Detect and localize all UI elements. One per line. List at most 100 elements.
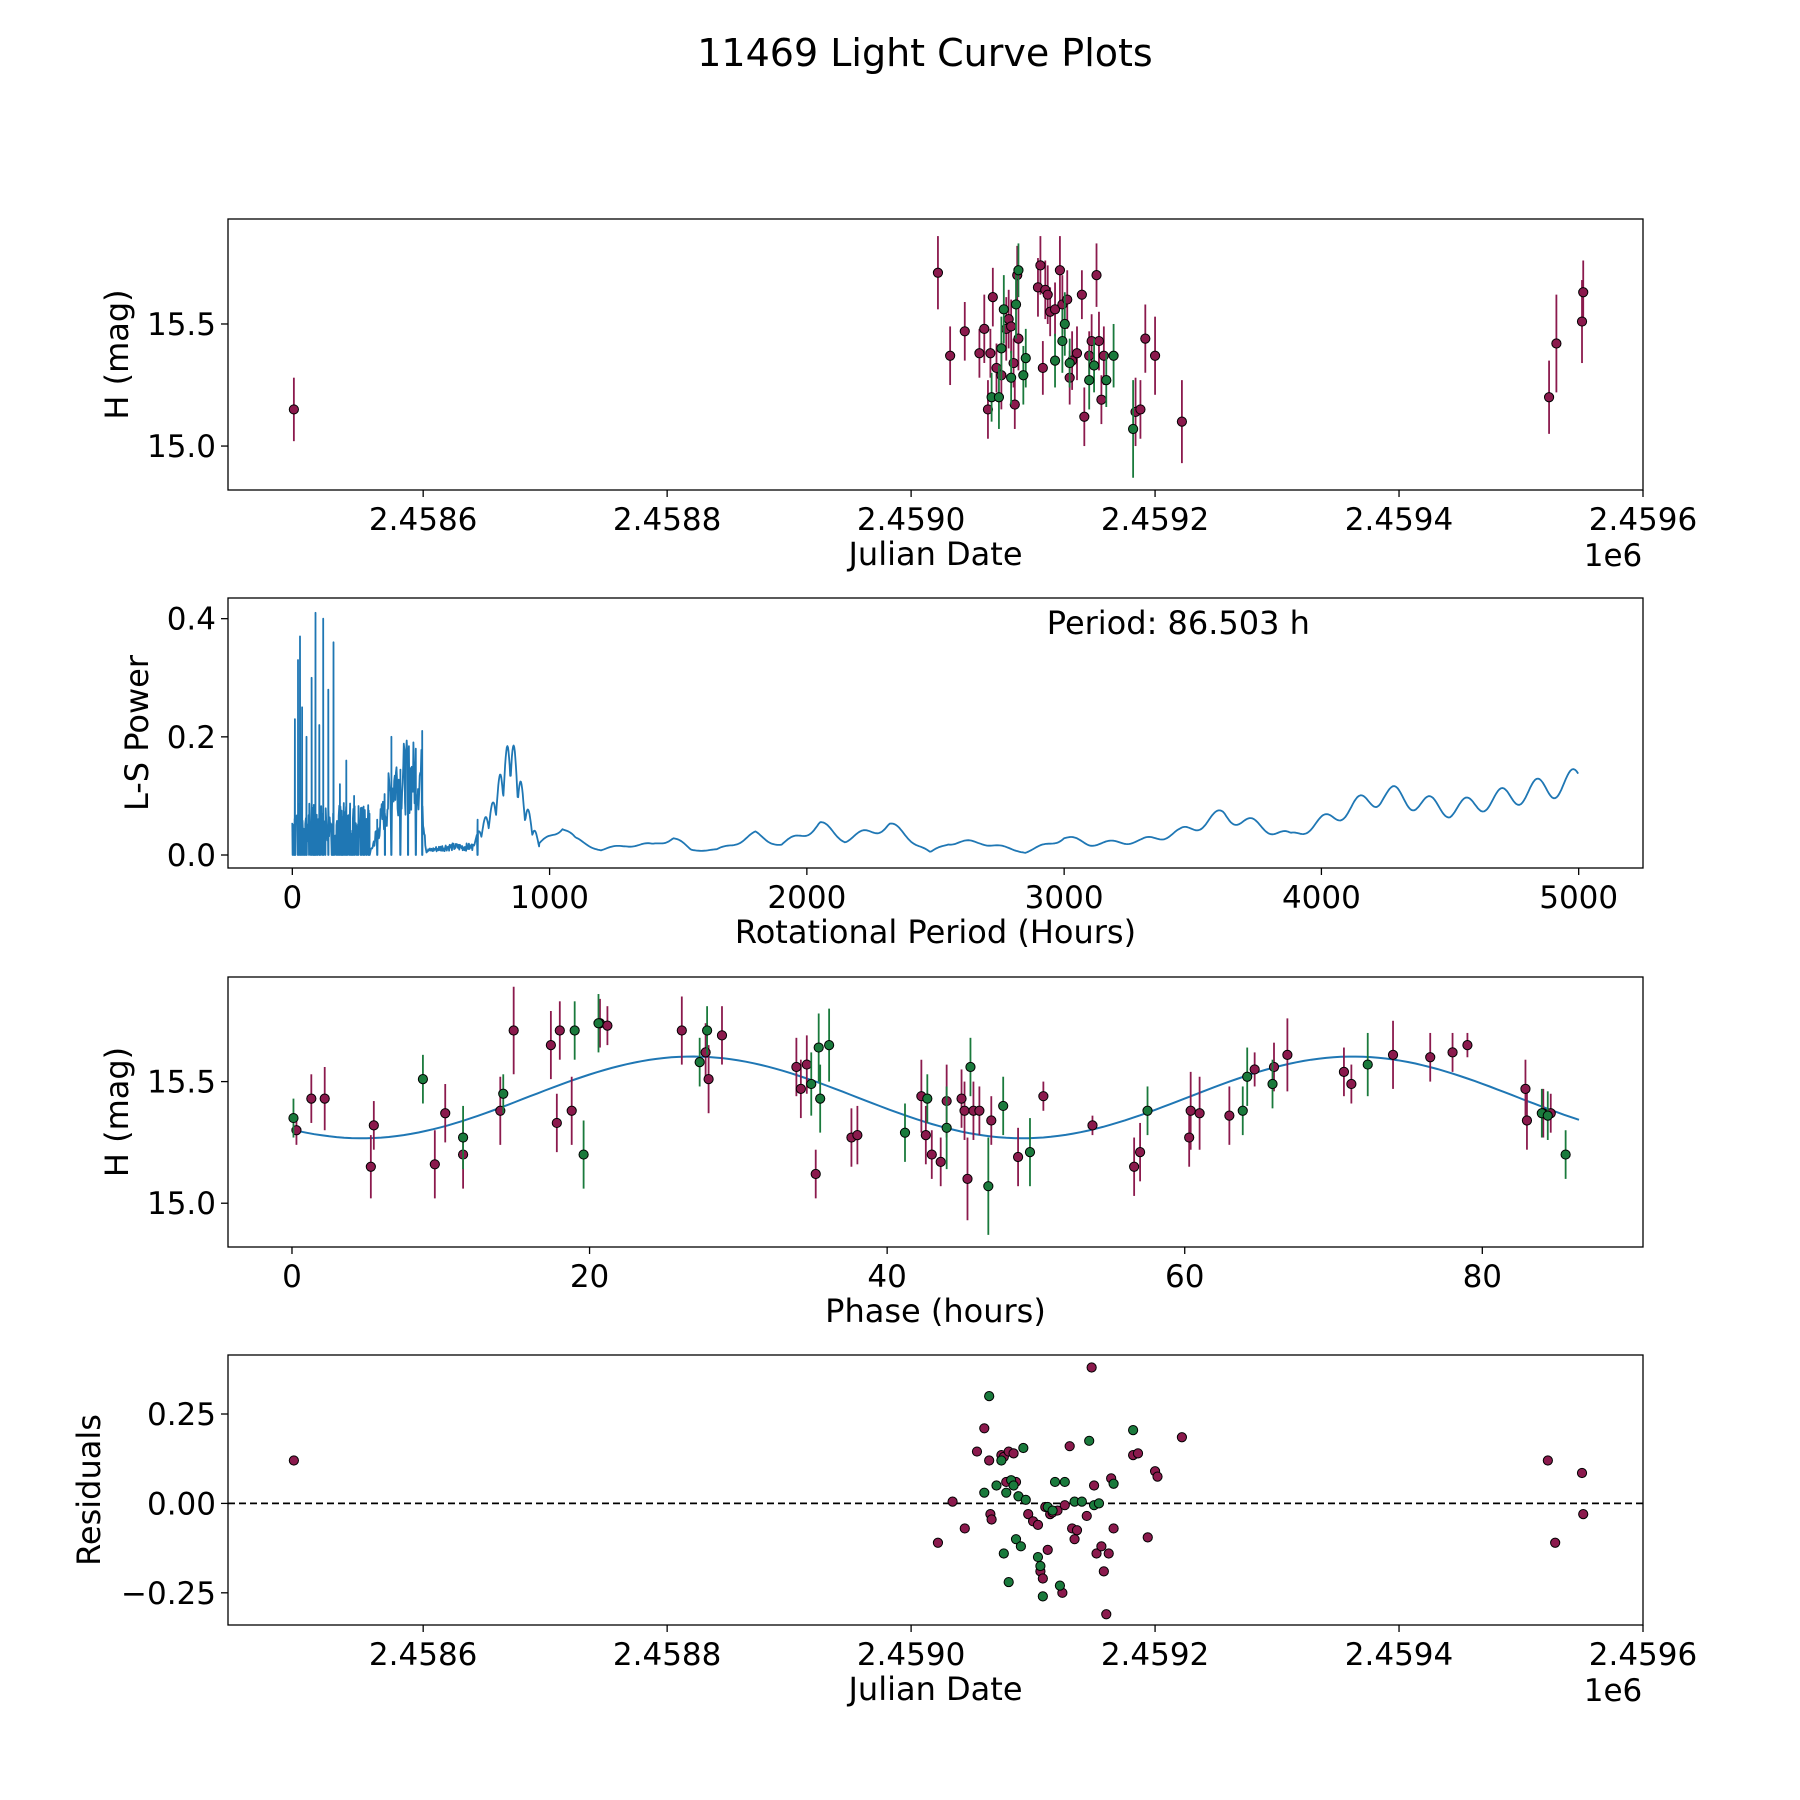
data-point-g <box>1064 357 1075 369</box>
axes-frame <box>227 1354 1644 1626</box>
data-point-r <box>926 1149 937 1160</box>
data-point-r <box>716 1030 728 1041</box>
x-tick-label: 3000 <box>1025 880 1104 916</box>
data-point-r <box>795 1083 806 1094</box>
data-point-g <box>998 1100 1009 1112</box>
data-point-g <box>569 1025 580 1036</box>
data-point-r <box>1346 1078 1357 1090</box>
data-point-r <box>1134 1147 1146 1158</box>
data-point-r <box>1042 289 1053 300</box>
data-point-g <box>1015 1541 1026 1552</box>
data-point-r <box>1091 1548 1102 1559</box>
data-point-r <box>1071 1525 1083 1536</box>
y-tick-label: 15.0 <box>147 429 216 465</box>
data-point-r <box>1140 333 1151 344</box>
data-point-r <box>440 1108 451 1119</box>
data-point-r <box>987 292 998 303</box>
phased-lightcurve-panel: 0 20 40 60 80 15.0 15.5 Phase (hours) H (mag) <box>98 976 1644 1330</box>
x-tick-label: 2.4596 <box>1589 502 1697 538</box>
data-point-r <box>602 1020 613 1031</box>
data-point-r <box>1064 1441 1075 1452</box>
data-point-r <box>974 348 985 359</box>
data-point-g <box>1560 1149 1571 1160</box>
data-point-r <box>1088 1480 1100 1491</box>
data-point-r <box>1006 321 1017 332</box>
x-tick-label: 2.4586 <box>369 1637 477 1673</box>
data-point-r <box>1054 265 1066 276</box>
data-point-g <box>1003 1576 1014 1588</box>
x-tick-label: 2.4596 <box>1589 1637 1697 1673</box>
data-point-r <box>979 323 990 334</box>
data-point-g <box>806 1078 817 1090</box>
data-point-r <box>1129 1161 1140 1172</box>
data-point-g <box>1059 318 1070 330</box>
data-point-g <box>417 1074 429 1085</box>
x-tick-label: 1000 <box>510 880 589 916</box>
data-point-r <box>1093 335 1105 347</box>
x-tick-label: 2.4588 <box>613 502 721 538</box>
data-point-g <box>578 1149 589 1160</box>
x-offset-label: 1e6 <box>1584 538 1643 574</box>
axes-frame <box>227 976 1644 1248</box>
data-point-r <box>1224 1110 1235 1121</box>
data-point-r <box>1087 1120 1098 1131</box>
plot-area <box>288 986 1580 1235</box>
data-point-g <box>1047 1505 1058 1516</box>
data-point-r <box>1042 1544 1053 1556</box>
data-point-g <box>965 1061 976 1073</box>
x-axis-label: Rotational Period (Hours) <box>735 913 1136 951</box>
data-point-g <box>1035 1560 1046 1572</box>
data-point-g <box>1020 1494 1031 1505</box>
data-point-g <box>1101 375 1112 386</box>
data-point-r <box>1578 1509 1589 1520</box>
y-tick-label: 15.5 <box>147 307 216 343</box>
data-point-g <box>983 1181 994 1192</box>
x-tick-label: 80 <box>1463 1259 1502 1295</box>
periodogram-panel: 0 1000 2000 3000 4000 5000 0.0 0.2 0.4 Rotational… <box>118 597 1644 951</box>
data-point-g <box>1108 1478 1119 1489</box>
axes-frame <box>227 597 1644 869</box>
data-point-r <box>1059 1500 1070 1511</box>
data-point-g <box>1128 423 1139 435</box>
axes-frame <box>227 218 1644 491</box>
data-point-r <box>288 404 299 415</box>
data-point-r <box>288 1455 299 1466</box>
x-axis-label: Julian Date <box>846 1670 1022 1708</box>
y-tick-label: 0.4 <box>167 602 216 638</box>
data-point-r <box>703 1074 714 1085</box>
data-point-r <box>791 1061 802 1073</box>
data-point-r <box>1447 1047 1458 1058</box>
y-axis-label: H (mag) <box>98 1047 136 1177</box>
data-point-g <box>993 392 1005 403</box>
y-tick-label: 15.5 <box>147 1065 216 1101</box>
x-tick-label: 40 <box>867 1259 906 1295</box>
data-point-r <box>1035 260 1046 271</box>
data-point-r <box>810 1168 821 1180</box>
data-point-r <box>959 1523 970 1534</box>
data-point-r <box>1037 362 1048 374</box>
data-point-r <box>1249 1064 1260 1075</box>
x-axis-label: Phase (hours) <box>825 1292 1046 1330</box>
model-sine-curve <box>291 1055 1580 1140</box>
x-offset-label: 1e6 <box>1584 1673 1643 1709</box>
data-point-r <box>1108 1523 1119 1534</box>
data-point-r <box>1578 287 1589 298</box>
data-point-r <box>1521 1115 1533 1126</box>
y-axis-label: H (mag) <box>98 289 136 419</box>
data-point-r <box>1184 1132 1195 1143</box>
data-point-r <box>1009 399 1020 410</box>
data-point-r <box>1023 1509 1034 1520</box>
data-point-r <box>1069 1534 1080 1545</box>
data-point-r <box>1132 1448 1144 1459</box>
x-tick-label: 4000 <box>1282 880 1361 916</box>
data-point-g <box>694 1057 705 1068</box>
y-tick-label: 15.0 <box>147 1186 216 1222</box>
data-point-g <box>1237 1105 1248 1116</box>
data-point-g <box>1088 360 1100 371</box>
data-point-r <box>1194 1108 1205 1119</box>
data-point-r <box>801 1059 812 1070</box>
data-point-r <box>1542 1455 1553 1466</box>
x-axis-label: Julian Date <box>846 535 1022 573</box>
data-point-g <box>984 1391 995 1402</box>
data-point-g <box>1001 1487 1012 1498</box>
